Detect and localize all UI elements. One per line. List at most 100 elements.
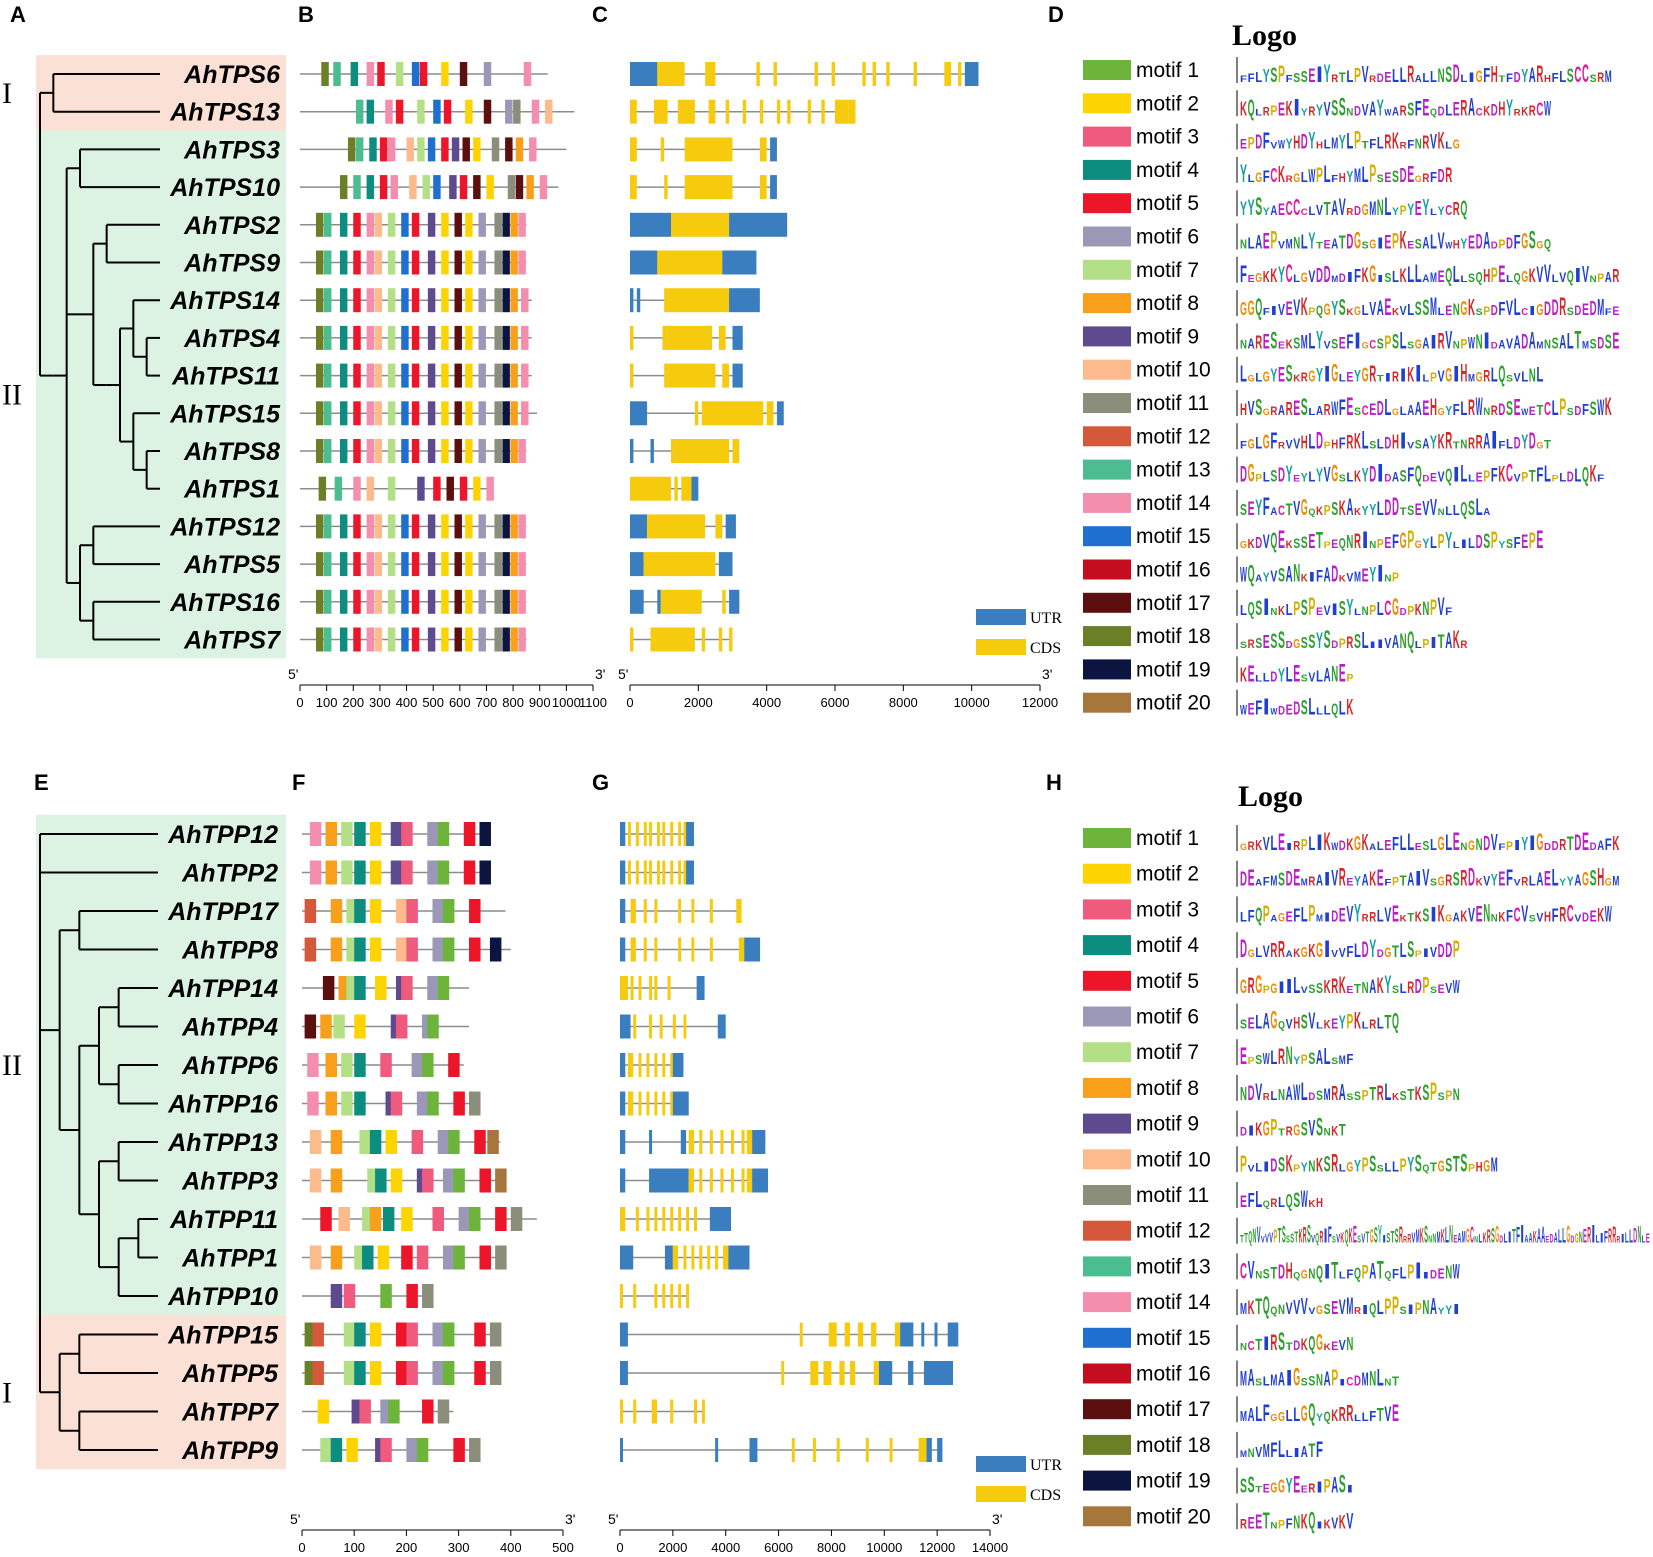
motif-swatch <box>1083 1149 1131 1170</box>
logo-glyph: G <box>1301 494 1308 520</box>
motif-block-motif-6 <box>427 822 439 846</box>
motif-block-motif-5 <box>411 589 420 614</box>
motif-block-motif-11 <box>494 250 502 275</box>
cds-segment <box>670 1284 674 1308</box>
gene-label: AhTPP7 <box>181 1399 279 1427</box>
gene-label: AhTPP15 <box>167 1322 279 1350</box>
motif-block-motif-8 <box>330 1168 343 1193</box>
logo-glyph: Y <box>1293 1055 1301 1067</box>
logo-glyph: L <box>1270 1048 1277 1069</box>
logo-glyph: G <box>1536 302 1543 319</box>
logo-glyph: M <box>1316 913 1323 924</box>
motif-block-motif-6 <box>411 1053 424 1077</box>
motif-block-motif-2 <box>369 899 382 923</box>
motif-block-motif-17 <box>462 137 470 162</box>
logo-glyph: N <box>1331 661 1338 686</box>
utr-segment <box>664 1245 673 1270</box>
motif-block-motif-2 <box>465 288 473 313</box>
cds-segment <box>649 822 653 846</box>
logo-glyph: Y <box>1316 326 1323 354</box>
cds-segment <box>657 62 685 86</box>
logo-glyph: R <box>1240 1515 1247 1531</box>
cds-segment <box>715 1245 719 1270</box>
logo-glyph: S <box>1301 1120 1308 1141</box>
logo-glyph: E <box>1612 327 1619 353</box>
motif-block-motif-5 <box>411 514 420 539</box>
logo-glyph: P <box>1255 473 1262 485</box>
motif-block-motif-6 <box>432 1361 444 1385</box>
cds-segment <box>705 62 716 86</box>
logo-glyph: L <box>1286 602 1293 619</box>
motif-axis-tick-label: 1100 <box>579 695 607 710</box>
logo-glyph: R <box>1278 1044 1285 1069</box>
logo-glyph: E <box>1286 908 1293 925</box>
motif-axis-end-label: 3' <box>565 1511 575 1527</box>
logo-glyph: L <box>1270 1088 1277 1103</box>
logo-glyph: E <box>1384 294 1391 321</box>
logo-glyph: F <box>1516 1223 1520 1248</box>
logo-glyph: A <box>1514 332 1521 352</box>
motif-block-motif-4 <box>354 1053 366 1077</box>
logo-glyph: F <box>1407 465 1414 487</box>
motif-block-motif-7 <box>346 937 358 962</box>
logo-glyph: K <box>1270 266 1277 287</box>
motif-block-motif-13 <box>355 99 364 124</box>
motif-block-motif-10 <box>309 1245 322 1270</box>
logo-glyph: A <box>1468 93 1475 121</box>
motif-block-motif-18 <box>315 401 324 426</box>
logo-glyph: N <box>1384 1378 1391 1389</box>
panel-letter-logos: D <box>1048 2 1064 27</box>
structure-axis-tick-label: 6000 <box>821 695 850 710</box>
cds-segment <box>694 1207 697 1231</box>
logo-glyph: E <box>1407 161 1414 187</box>
logo-glyph: L <box>1506 274 1513 285</box>
logo-glyph: F <box>1369 1408 1376 1425</box>
logo-glyph: T <box>1286 1341 1293 1353</box>
logo-glyph: T <box>1438 632 1445 653</box>
logo-glyph: N <box>1476 331 1483 353</box>
motif-block-motif-6 <box>432 937 444 962</box>
logo-glyph: V <box>1346 571 1353 585</box>
logo-glyph: A <box>1392 469 1399 485</box>
cds-segment <box>643 899 647 923</box>
logo-glyph: P <box>1278 61 1285 88</box>
motif-block-motif-14 <box>390 175 399 200</box>
logo-glyph: D <box>1514 69 1521 86</box>
logo-glyph: N <box>1453 339 1460 351</box>
cds-segment <box>718 325 726 350</box>
motif-block-motif-4 <box>362 1245 374 1270</box>
motif-swatch <box>1083 1077 1131 1098</box>
motif-name: motif 9 <box>1136 1113 1199 1136</box>
logo-glyph: G <box>1316 1329 1323 1355</box>
motif-axis-tick-label: 900 <box>529 695 551 710</box>
motif-block-motif-4 <box>339 514 348 539</box>
motif-block-motif-3 <box>401 976 413 1000</box>
logo-glyph: Y <box>1362 466 1369 487</box>
motif-block-motif-4 <box>339 212 348 237</box>
logo-glyph: S <box>1422 295 1429 320</box>
logo-glyph: K <box>1438 128 1445 155</box>
motif-block-motif-17 <box>505 137 513 162</box>
logo-glyph: L <box>1400 404 1407 418</box>
logo-glyph: E <box>1240 1192 1247 1211</box>
gene-label: AhTPS14 <box>169 287 280 315</box>
motif-block-motif-18 <box>315 589 324 614</box>
logo-glyph: E <box>1248 865 1255 891</box>
motif-block-motif-5 <box>411 288 420 313</box>
logo-glyph: L <box>1255 433 1262 452</box>
motif-block-motif-4 <box>330 1438 343 1462</box>
logo-glyph: I <box>1415 1257 1422 1283</box>
utr-segment <box>636 288 641 313</box>
utr-segment <box>630 288 634 313</box>
logo-glyph: G <box>1438 834 1445 855</box>
logo-glyph: S <box>1278 566 1285 587</box>
logo-glyph: E <box>1308 531 1315 553</box>
logo-glyph: N <box>1293 560 1300 588</box>
motif-block-motif-7 <box>387 514 396 539</box>
logo-glyph: F <box>1430 169 1437 186</box>
logo-glyph: S <box>1308 632 1315 653</box>
utr-segment <box>722 250 757 275</box>
logo-glyph: W <box>1301 1186 1308 1213</box>
logo-glyph: K <box>1286 97 1293 120</box>
